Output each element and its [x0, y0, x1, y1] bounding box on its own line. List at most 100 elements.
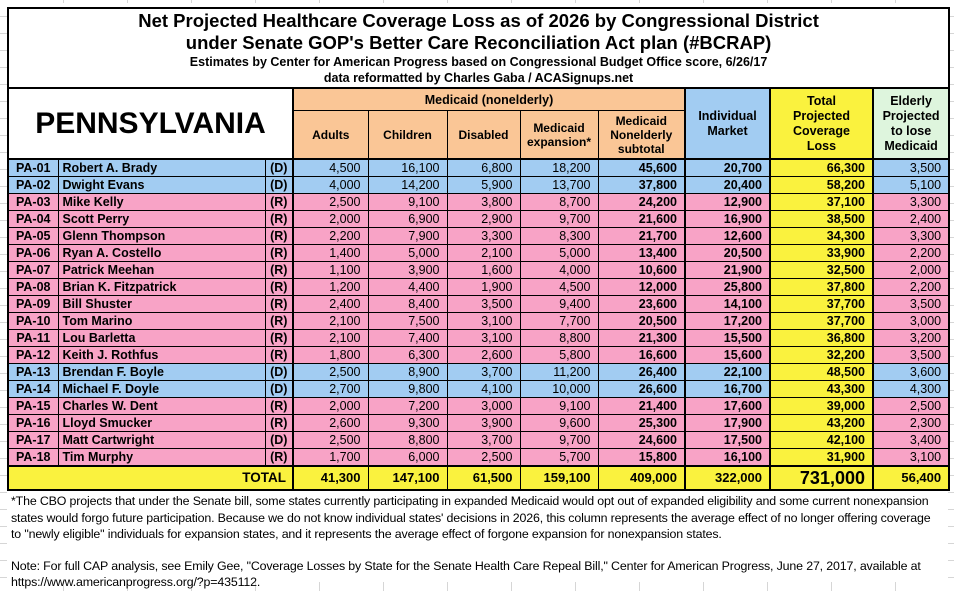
- cell-representative: Keith J. Rothfus: [57, 346, 266, 364]
- cell-individual-market: 17,600: [684, 397, 771, 415]
- table-row: PA-12 Keith J. Rothfus (R) 1,800 6,300 2,600 5…: [7, 346, 950, 364]
- cell-adults: 2,500: [292, 193, 369, 211]
- cell-expansion: 13,700: [519, 176, 599, 194]
- header-disabled: Disabled: [446, 110, 521, 160]
- cell-elderly: 3,300: [871, 193, 950, 211]
- cell-individual-market: 12,600: [684, 227, 771, 245]
- cell-adults: 4,000: [292, 176, 369, 194]
- cell-subtotal: 12,000: [597, 278, 686, 296]
- cell-district: PA-06: [7, 244, 59, 262]
- cell-total-loss: 34,300: [769, 227, 874, 245]
- cell-representative: Glenn Thompson: [57, 227, 266, 245]
- footnotes: *The CBO projects that under the Senate …: [11, 493, 942, 606]
- cell-total-loss: 31,900: [769, 448, 874, 467]
- cell-disabled: 3,900: [446, 414, 521, 432]
- cell-adults: 2,000: [292, 210, 369, 228]
- cell-district: PA-12: [7, 346, 59, 364]
- header-medicaid-subtotal: Medicaid Nonelderly subtotal: [597, 110, 686, 160]
- cell-elderly: 3,000: [871, 312, 950, 330]
- cell-children: 7,500: [367, 312, 448, 330]
- cell-district: PA-09: [7, 295, 59, 313]
- cell-individual-market: 20,500: [684, 244, 771, 262]
- cell-party: (R): [264, 312, 294, 330]
- cell-children: 6,000: [367, 448, 448, 467]
- cell-disabled: 3,700: [446, 431, 521, 449]
- cell-subtotal: 45,600: [597, 158, 686, 177]
- cell-district: PA-01: [7, 158, 59, 177]
- cell-elderly: 2,400: [871, 210, 950, 228]
- cell-elderly: 3,400: [871, 431, 950, 449]
- table-row: PA-03 Mike Kelly (R) 2,500 9,100 3,800 8,700 24…: [7, 193, 950, 211]
- cell-elderly: 3,500: [871, 295, 950, 313]
- cell-party: (R): [264, 244, 294, 262]
- cell-total-loss: 33,900: [769, 244, 874, 262]
- cell-party: (R): [264, 397, 294, 415]
- cell-subtotal: 21,400: [597, 397, 686, 415]
- cell-expansion: 5,800: [519, 346, 599, 364]
- cell-disabled: 4,100: [446, 380, 521, 398]
- cell-individual-market: 20,700: [684, 158, 771, 177]
- cell-total-loss: 37,800: [769, 278, 874, 296]
- cell-subtotal: 15,800: [597, 448, 686, 467]
- table-row: PA-16 Lloyd Smucker (R) 2,600 9,300 3,900 9,60…: [7, 414, 950, 432]
- cell-disabled: 2,600: [446, 346, 521, 364]
- cell-subtotal: 20,500: [597, 312, 686, 330]
- cell-disabled: 2,900: [446, 210, 521, 228]
- cell-subtotal: 24,200: [597, 193, 686, 211]
- title-line-4: data reformatted by Charles Gaba / ACASi…: [323, 71, 634, 85]
- table-row: PA-08 Brian K. Fitzpatrick (R) 1,200 4,400 1,…: [7, 278, 950, 296]
- total-elderly: 56,400: [871, 465, 950, 491]
- cell-total-loss: 32,500: [769, 261, 874, 279]
- cell-disabled: 3,100: [446, 312, 521, 330]
- cell-district: PA-03: [7, 193, 59, 211]
- cell-elderly: 3,100: [871, 448, 950, 467]
- table-row: PA-01 Robert A. Brady (D) 4,500 16,100 6,800 1…: [7, 158, 950, 177]
- spreadsheet-page: { "title": { "line1": "Net Projected Hea…: [0, 0, 954, 591]
- header-medicaid-expansion: Medicaid expansion*: [519, 110, 599, 160]
- header-elderly: Elderly Projected to lose Medicaid: [872, 87, 950, 160]
- table-row: PA-13 Brendan F. Boyle (D) 2,500 8,900 3,700 1…: [7, 363, 950, 381]
- cell-district: PA-11: [7, 329, 59, 347]
- cell-district: PA-04: [7, 210, 59, 228]
- cell-individual-market: 22,100: [684, 363, 771, 381]
- cell-representative: Dwight Evans: [57, 176, 266, 194]
- cell-individual-market: 16,100: [684, 448, 771, 467]
- cell-party: (D): [264, 176, 294, 194]
- cell-party: (R): [264, 346, 294, 364]
- cell-disabled: 1,600: [446, 261, 521, 279]
- cell-subtotal: 37,800: [597, 176, 686, 194]
- cell-total-loss: 48,500: [769, 363, 874, 381]
- cell-expansion: 5,000: [519, 244, 599, 262]
- header-adults: Adults: [292, 110, 369, 160]
- cell-individual-market: 17,900: [684, 414, 771, 432]
- cell-children: 3,900: [367, 261, 448, 279]
- cell-district: PA-13: [7, 363, 59, 381]
- cell-elderly: 3,500: [871, 158, 950, 177]
- cell-adults: 2,400: [292, 295, 369, 313]
- cell-party: (R): [264, 193, 294, 211]
- cell-expansion: 10,000: [519, 380, 599, 398]
- cell-expansion: 8,700: [519, 193, 599, 211]
- cell-subtotal: 21,300: [597, 329, 686, 347]
- cell-expansion: 4,000: [519, 261, 599, 279]
- cell-adults: 2,000: [292, 397, 369, 415]
- cell-total-loss: 58,200: [769, 176, 874, 194]
- cell-expansion: 11,200: [519, 363, 599, 381]
- cell-party: (R): [264, 227, 294, 245]
- cell-subtotal: 26,600: [597, 380, 686, 398]
- cell-elderly: 4,300: [871, 380, 950, 398]
- cell-adults: 2,600: [292, 414, 369, 432]
- cell-total-loss: 38,500: [769, 210, 874, 228]
- cell-individual-market: 14,100: [684, 295, 771, 313]
- cell-representative: Scott Perry: [57, 210, 266, 228]
- cell-adults: 2,100: [292, 329, 369, 347]
- cell-children: 9,800: [367, 380, 448, 398]
- cell-children: 6,900: [367, 210, 448, 228]
- cell-party: (R): [264, 295, 294, 313]
- cell-children: 16,100: [367, 158, 448, 177]
- cell-elderly: 2,300: [871, 414, 950, 432]
- cell-children: 14,200: [367, 176, 448, 194]
- cell-total-loss: 43,300: [769, 380, 874, 398]
- cell-representative: Tom Marino: [57, 312, 266, 330]
- total-row: TOTAL 41,300 147,100 61,500 159,100 409,…: [7, 465, 950, 491]
